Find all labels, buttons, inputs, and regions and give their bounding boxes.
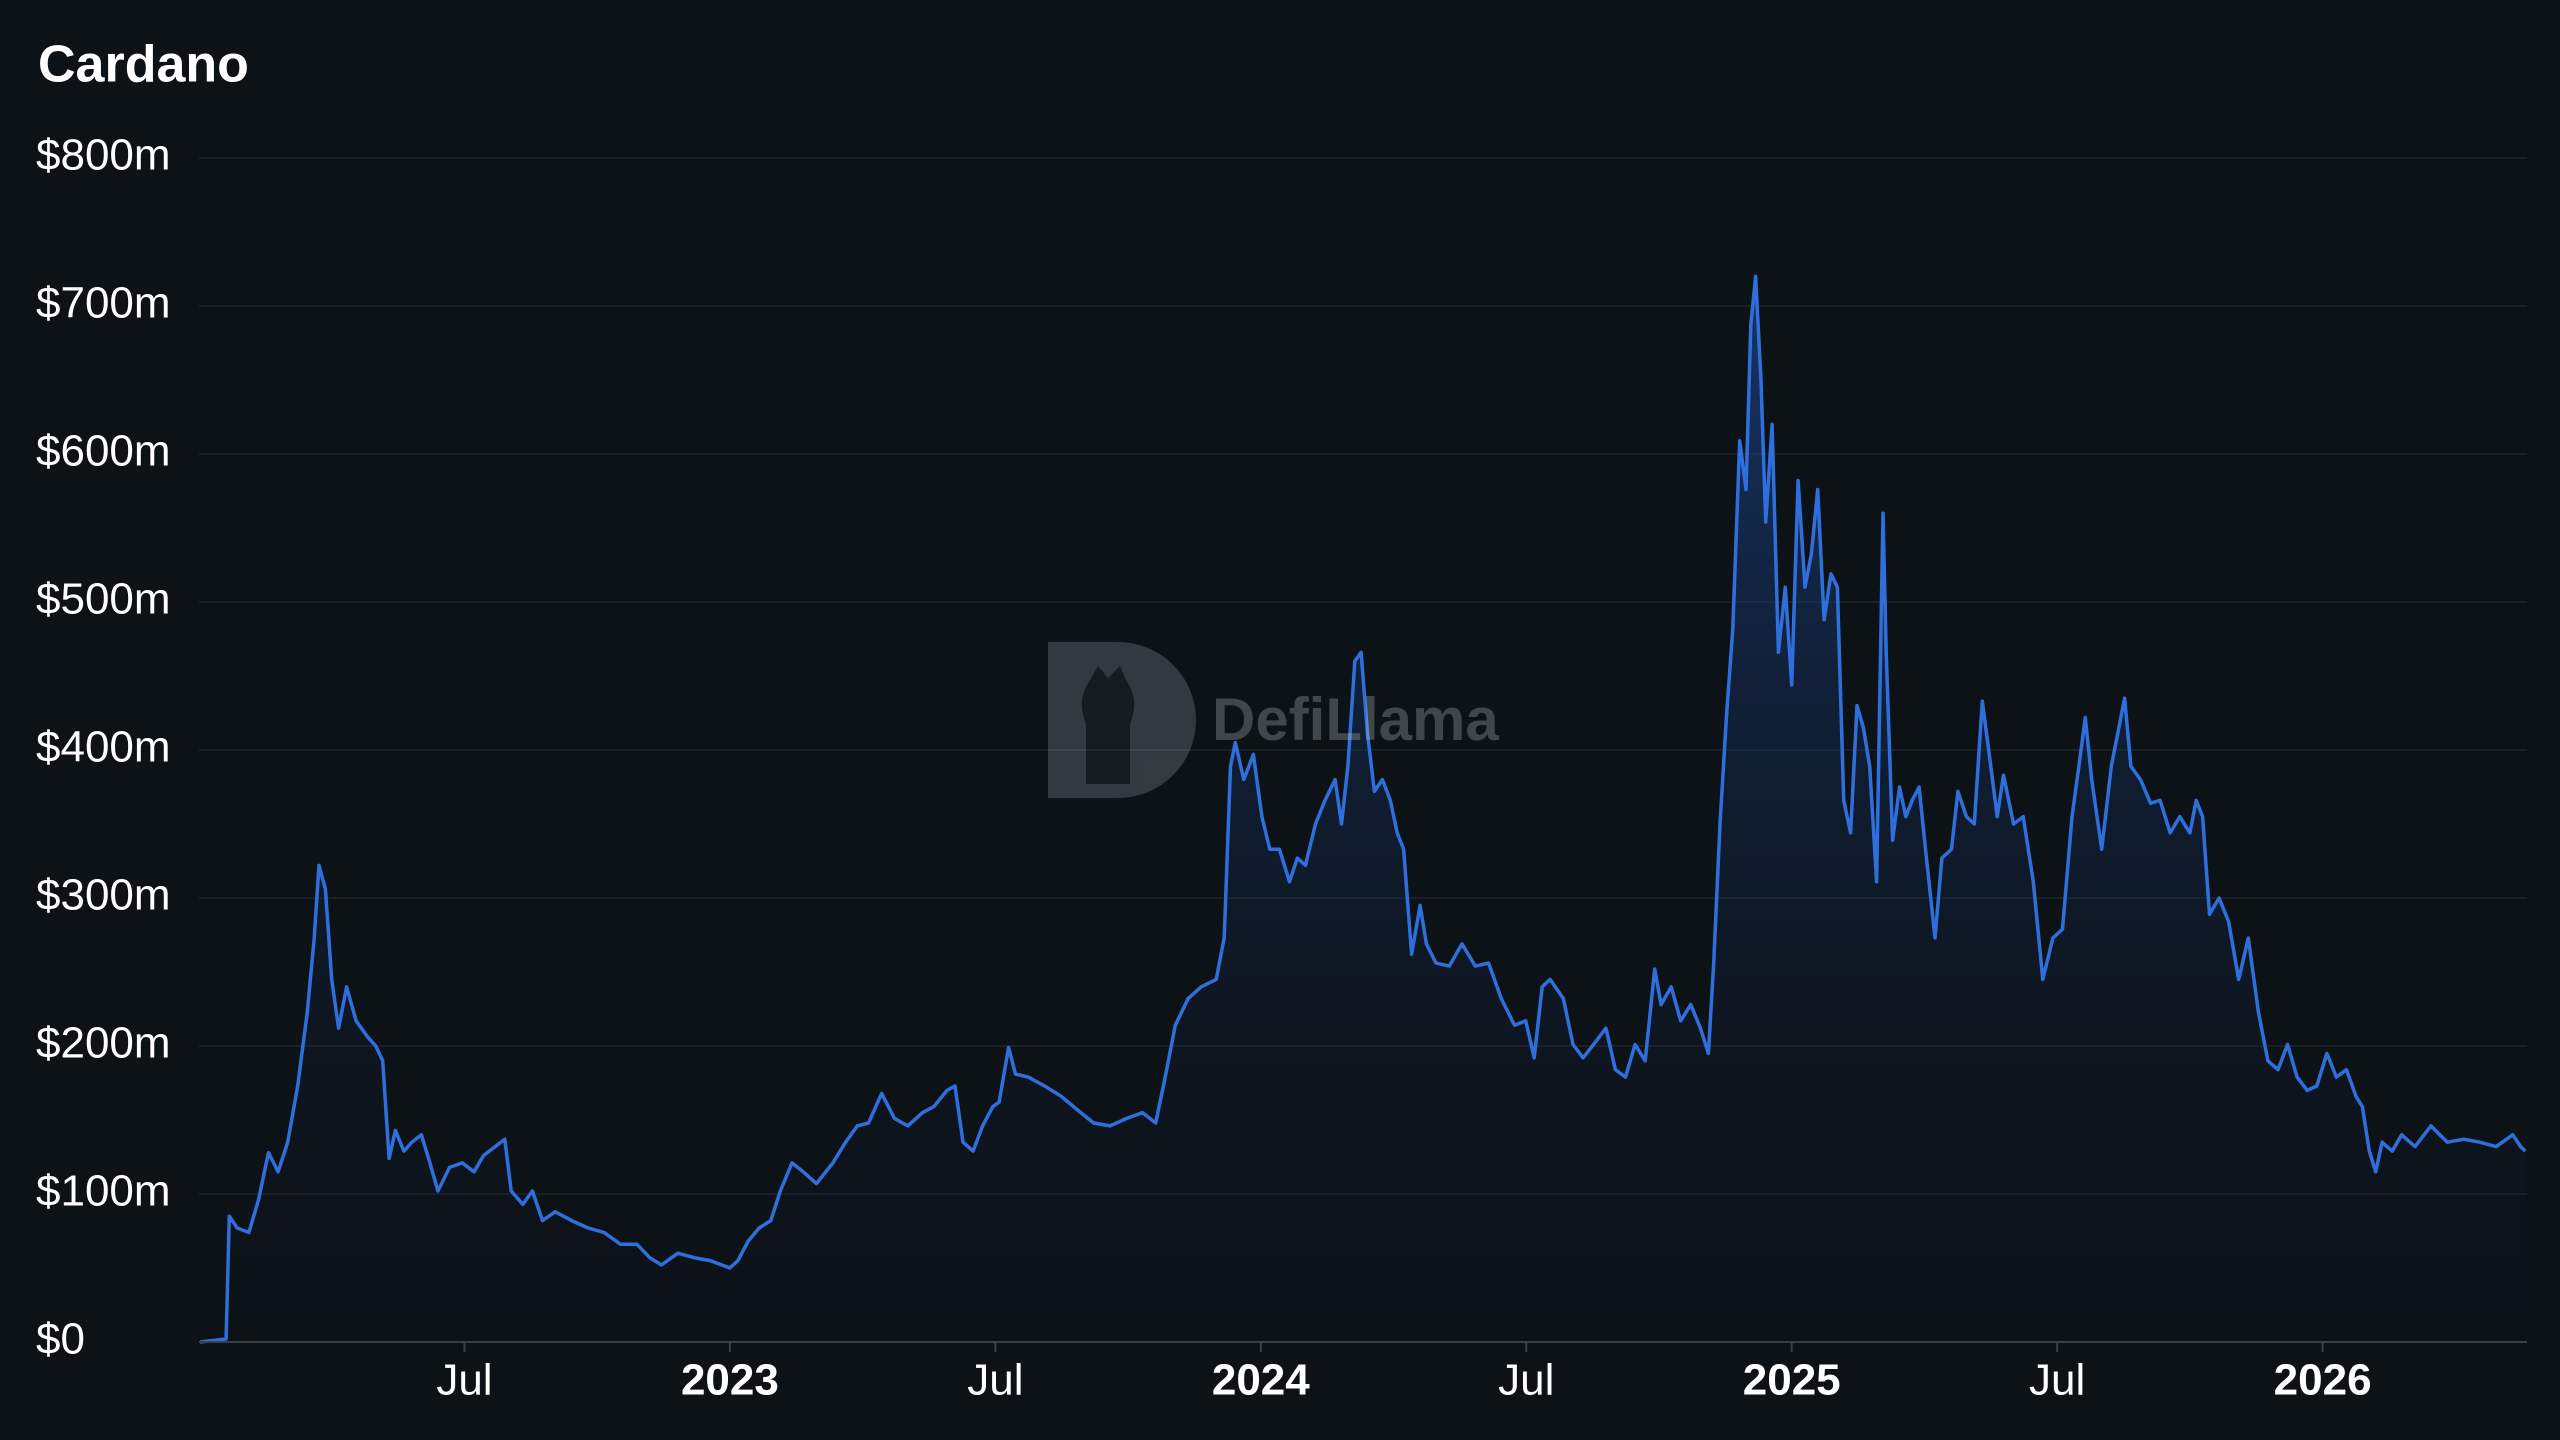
y-tick-label: $500m	[36, 575, 171, 624]
watermark-logo	[1048, 642, 1196, 798]
chart-title: Cardano	[38, 36, 249, 94]
area	[200, 276, 2526, 1342]
y-tick-label: $200m	[36, 1019, 171, 1068]
y-tick-label: $800m	[36, 131, 171, 180]
x-tick-label: Jul	[1498, 1356, 1554, 1405]
x-tick-label: 2024	[1212, 1356, 1310, 1405]
x-tick-label: 2025	[1743, 1356, 1841, 1405]
y-tick-label: $400m	[36, 723, 171, 772]
watermark: DefiLlama	[1048, 642, 1499, 798]
x-tick-label: Jul	[2029, 1356, 2085, 1405]
line	[199, 274, 2527, 1344]
x-tick-label: Jul	[967, 1356, 1023, 1405]
x-tick-label: 2026	[2274, 1356, 2372, 1405]
axes: $0 $100m $200m $300m $400m $500m $600m $700m $80…	[36, 131, 2527, 1405]
x-tick-label: Jul	[436, 1356, 492, 1405]
y-tick-label: $700m	[36, 279, 171, 328]
watermark-llama	[1081, 666, 1135, 784]
watermark-text: DefiLlama	[1212, 686, 1499, 753]
y-tick-label: $300m	[36, 871, 171, 920]
y-tick-label: $600m	[36, 427, 171, 476]
y-tick-label: $100m	[36, 1167, 171, 1216]
y-tick-label: $0	[36, 1315, 85, 1364]
plot	[199, 274, 2527, 1344]
x-tick-label: 2023	[681, 1356, 779, 1405]
